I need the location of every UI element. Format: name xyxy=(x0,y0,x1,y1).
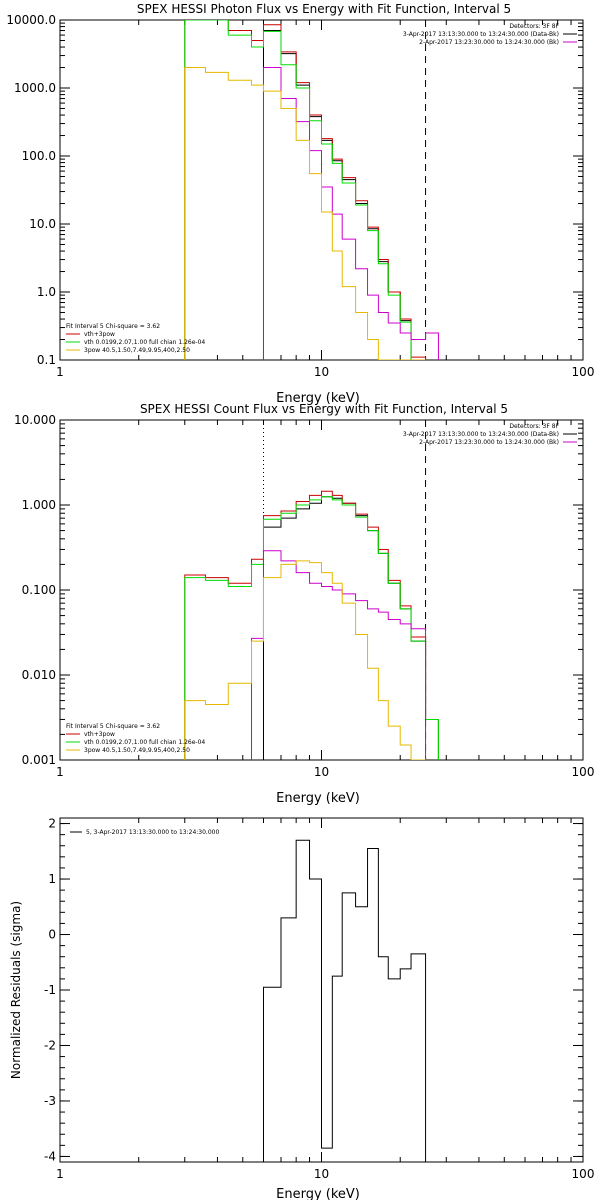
legend-text: Fit Interval 5 Chi-square = 3.62 xyxy=(66,723,160,730)
series-group xyxy=(262,839,427,1162)
x-tick-label: 10 xyxy=(314,765,329,779)
count-flux-title: SPEX HESSI Count Flux vs Energy with Fit… xyxy=(140,402,508,416)
legend-text: vth+3pow xyxy=(84,331,115,338)
y-tick-label: -3 xyxy=(44,1094,56,1108)
x-tick-label: 1 xyxy=(56,365,64,379)
legend-text: 5, 3-Apr-2017 13:13:30.000 to 13:24:30.0… xyxy=(86,829,219,836)
red-series-line xyxy=(184,490,439,760)
y-tick-label: 10.000 xyxy=(14,413,56,427)
y-tick-label: 0.010 xyxy=(22,668,56,682)
black-series-line xyxy=(262,839,427,1162)
y-tick-label: -1 xyxy=(44,983,56,997)
residuals-xlabel: Energy (keV) xyxy=(276,1187,360,1200)
legend-text: Fit Interval 5 Chi-square = 3.62 xyxy=(66,323,160,330)
magenta-series-line xyxy=(251,550,427,760)
x-tick-label: 100 xyxy=(572,765,595,779)
x-tick-label: 10 xyxy=(314,365,329,379)
green-series-line xyxy=(184,20,426,360)
plot-frame xyxy=(59,419,584,761)
y-tick-label: 0.100 xyxy=(22,583,56,597)
x-tick-label: 10 xyxy=(314,1167,329,1181)
residuals-plot: Energy (keV) Normalized Residuals (sigma… xyxy=(9,817,594,1200)
series-group xyxy=(184,20,439,360)
legend-text: 2-Apr-2017 13:23:30.000 to 13:24:30.000 … xyxy=(419,439,559,446)
count-flux-plot: SPEX HESSI Count Flux vs Energy with Fit… xyxy=(14,402,594,806)
x-tick-label: 1 xyxy=(56,1167,64,1181)
legend-text: vth 0.0199,2.07,1.00 full chian 1.26e-04 xyxy=(84,739,205,746)
y-tick-label: 1 xyxy=(48,872,56,886)
x-tick-label: 100 xyxy=(572,1167,595,1181)
y-tick-label: 10000.0 xyxy=(6,13,56,27)
y-tick-label: 1.0 xyxy=(37,285,56,299)
y-tick-label: 2 xyxy=(48,817,56,831)
legend-text: 3-Apr-2017 13:13:30.000 to 13:24:30.000 … xyxy=(403,431,559,438)
y-tick-label: 10.0 xyxy=(29,217,56,231)
magenta-series-line xyxy=(262,67,439,360)
green-series-line xyxy=(184,496,439,760)
series-group xyxy=(184,490,439,760)
legend-text: Detectors: 3F 8F xyxy=(509,423,559,430)
x-tick-label: 1 xyxy=(56,765,64,779)
legend-text: 3pow 40.5,1.50,7.49,9.95,400,2.50 xyxy=(84,747,190,754)
y-tick-label: 0.001 xyxy=(22,753,56,767)
legend-text: 3pow 40.5,1.50,7.49,9.95,400,2.50 xyxy=(84,347,190,354)
y-tick-label: 0 xyxy=(48,928,56,942)
residuals-ylabel: Normalized Residuals (sigma) xyxy=(9,901,23,1079)
photon-flux-title: SPEX HESSI Photon Flux vs Energy with Fi… xyxy=(137,2,511,16)
black-series-line xyxy=(262,30,426,360)
photon-flux-plot: SPEX HESSI Photon Flux vs Energy with Fi… xyxy=(6,2,594,406)
photon-flux-xlabel: Energy (keV) xyxy=(276,391,360,406)
count-flux-xlabel: Energy (keV) xyxy=(276,791,360,806)
legend-text: vth 0.0199,2.07,1.00 full chian 1.26e-04 xyxy=(84,339,205,346)
legend-text: vth+3pow xyxy=(84,731,115,738)
y-tick-label: -2 xyxy=(44,1038,56,1052)
y-tick-label: 1.000 xyxy=(22,498,56,512)
legend-text: 2-Apr-2017 13:23:30.000 to 13:24:30.000 … xyxy=(419,39,559,46)
legend-text: Detectors: 3F 8F xyxy=(509,23,559,30)
yellow-series-line xyxy=(184,67,426,360)
x-tick-label: 100 xyxy=(572,365,595,379)
red-series-line xyxy=(184,20,427,360)
y-tick-label: 100.0 xyxy=(22,149,56,163)
y-tick-label: 1000.0 xyxy=(14,81,56,95)
legend-text: 3-Apr-2017 13:13:30.000 to 13:24:30.000 … xyxy=(403,31,559,38)
y-tick-label: 0.1 xyxy=(37,353,56,367)
y-tick-label: -4 xyxy=(44,1149,56,1163)
yellow-series-line xyxy=(184,560,426,760)
